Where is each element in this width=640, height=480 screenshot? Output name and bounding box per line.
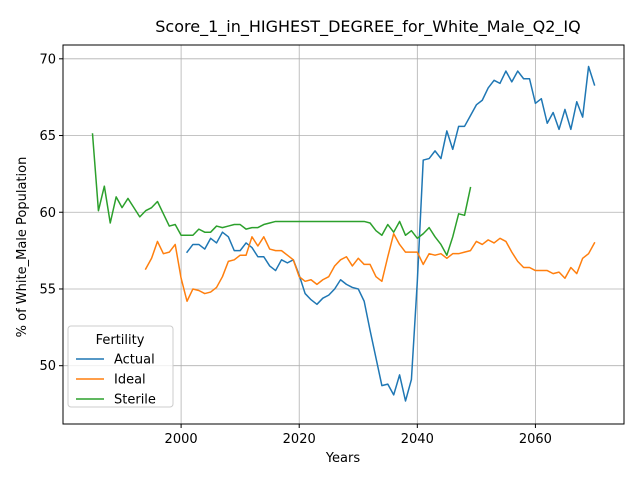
- y-tick-label: 70: [39, 52, 56, 67]
- x-tick-label: 2040: [401, 432, 434, 447]
- legend-items: Actual Ideal Sterile: [76, 353, 156, 408]
- series-layer: [91, 65, 596, 402]
- y-tick-label: 50: [39, 359, 56, 374]
- y-axis-label: % of White_Male Population: [15, 157, 30, 338]
- y-tick-label: 65: [39, 129, 56, 144]
- x-tick-label: 2060: [519, 432, 552, 447]
- x-tick-label: 2020: [283, 432, 316, 447]
- legend-box: [67, 325, 174, 408]
- plot-frame: [62, 44, 625, 425]
- legend-label-sterile: Sterile: [114, 393, 156, 408]
- y-axis-ticks: 50 55 60 65 70: [39, 52, 63, 374]
- series-line-sterile: [91, 133, 472, 256]
- x-axis-label: Years: [325, 451, 361, 466]
- legend-title: Fertility: [96, 333, 145, 348]
- x-tick-label: 2000: [165, 432, 198, 447]
- x-axis-ticks: 2000 2020 2040 2060: [165, 424, 552, 447]
- y-tick-label: 55: [39, 282, 56, 297]
- series-line-ideal: [144, 232, 596, 302]
- series-line-actual: [185, 65, 596, 402]
- legend-label-ideal: Ideal: [114, 373, 146, 388]
- legend-label-actual: Actual: [114, 353, 155, 368]
- legend: Fertility Actual Ideal Sterile: [67, 325, 174, 408]
- chart-title: Score_1_in_HIGHEST_DEGREE_for_White_Male…: [155, 17, 580, 37]
- y-tick-label: 60: [39, 206, 56, 221]
